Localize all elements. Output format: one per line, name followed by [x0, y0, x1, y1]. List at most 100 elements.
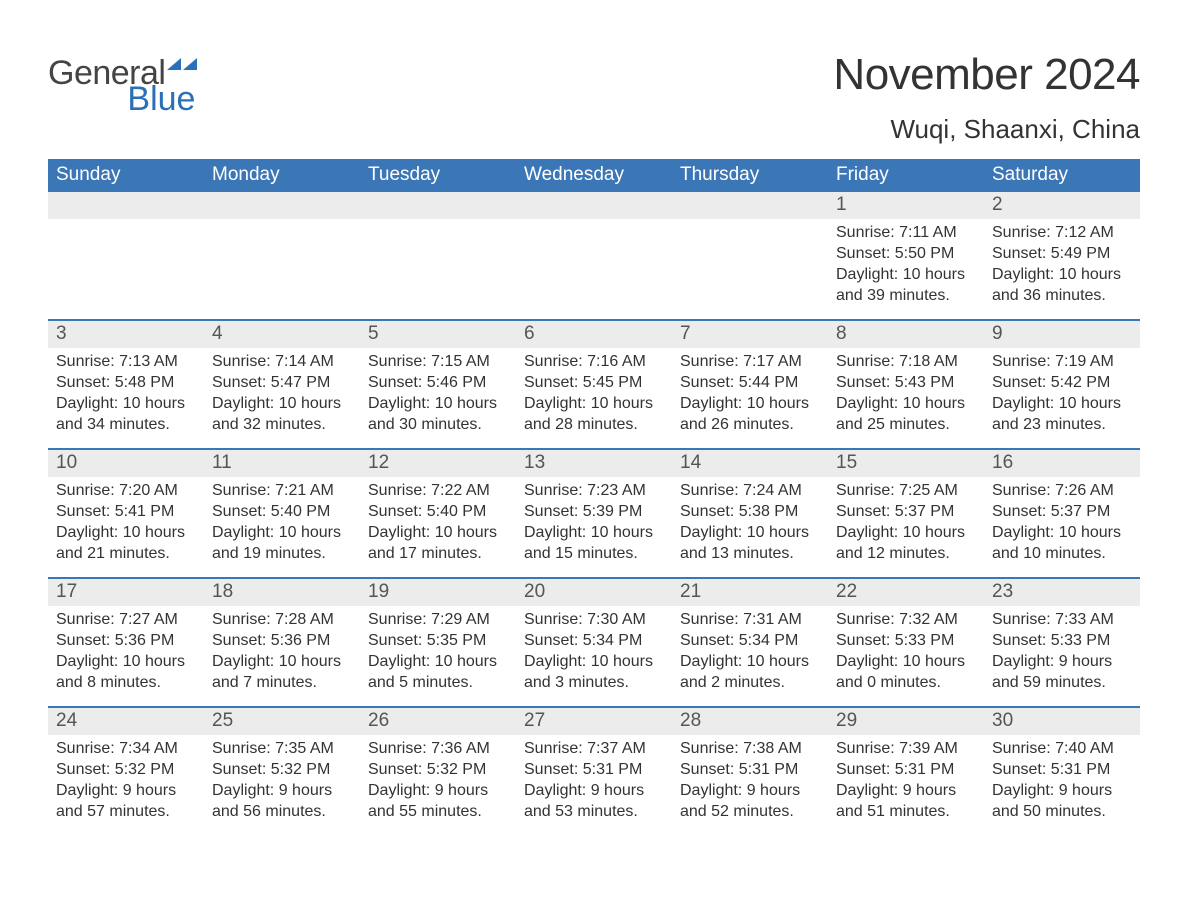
daylight-label: Daylight: — [836, 782, 898, 799]
day-number-strip: 17181920212223 — [48, 579, 1140, 606]
daylight-label: Daylight: — [368, 524, 430, 541]
sunset-label: Sunset: — [836, 245, 890, 262]
daylight-label: Daylight: — [56, 653, 118, 670]
day-number-strip: 3456789 — [48, 321, 1140, 348]
day-number: 15 — [828, 450, 984, 477]
sunset-line: Sunset: 5:42 PM — [992, 372, 1132, 393]
calendar-page: General Blue November 2024 Wuqi, Shaanxi… — [0, 0, 1188, 875]
daylight-line: Daylight: 9 hours and 56 minutes. — [212, 780, 352, 822]
day-number: 2 — [984, 192, 1140, 219]
day-cell: Sunrise: 7:24 AMSunset: 5:38 PMDaylight:… — [672, 477, 828, 577]
sunrise-label: Sunrise: — [992, 611, 1051, 628]
sunrise-value: 7:31 AM — [743, 611, 802, 628]
day-number: 8 — [828, 321, 984, 348]
sunrise-value: 7:40 AM — [1055, 740, 1114, 757]
sunrise-line: Sunrise: 7:21 AM — [212, 480, 352, 501]
daylight-line: Daylight: 10 hours and 21 minutes. — [56, 522, 196, 564]
sunrise-line: Sunrise: 7:22 AM — [368, 480, 508, 501]
day-cell: Sunrise: 7:22 AMSunset: 5:40 PMDaylight:… — [360, 477, 516, 577]
sunrise-line: Sunrise: 7:19 AM — [992, 351, 1132, 372]
sunrise-value: 7:24 AM — [743, 482, 802, 499]
sunset-label: Sunset: — [56, 503, 110, 520]
daylight-line: Daylight: 9 hours and 57 minutes. — [56, 780, 196, 822]
sunrise-line: Sunrise: 7:18 AM — [836, 351, 976, 372]
sunset-label: Sunset: — [524, 503, 578, 520]
daylight-line: Daylight: 10 hours and 32 minutes. — [212, 393, 352, 435]
daylight-label: Daylight: — [992, 266, 1054, 283]
sunrise-value: 7:16 AM — [587, 353, 646, 370]
weekday-header: Tuesday — [360, 159, 516, 192]
sunrise-value: 7:22 AM — [431, 482, 490, 499]
day-cell: Sunrise: 7:16 AMSunset: 5:45 PMDaylight:… — [516, 348, 672, 448]
sunset-line: Sunset: 5:32 PM — [212, 759, 352, 780]
day-number — [516, 192, 672, 219]
day-cell: Sunrise: 7:25 AMSunset: 5:37 PMDaylight:… — [828, 477, 984, 577]
sunset-label: Sunset: — [368, 761, 422, 778]
daylight-line: Daylight: 9 hours and 55 minutes. — [368, 780, 508, 822]
sunrise-line: Sunrise: 7:35 AM — [212, 738, 352, 759]
day-number: 24 — [48, 708, 204, 735]
daylight-line: Daylight: 10 hours and 34 minutes. — [56, 393, 196, 435]
day-cell: Sunrise: 7:15 AMSunset: 5:46 PMDaylight:… — [360, 348, 516, 448]
daylight-line: Daylight: 10 hours and 13 minutes. — [680, 522, 820, 564]
daylight-line: Daylight: 10 hours and 0 minutes. — [836, 651, 976, 693]
sunrise-label: Sunrise: — [524, 611, 583, 628]
sunset-line: Sunset: 5:34 PM — [680, 630, 820, 651]
day-number: 6 — [516, 321, 672, 348]
weekday-header: Wednesday — [516, 159, 672, 192]
daylight-label: Daylight: — [524, 782, 586, 799]
daylight-label: Daylight: — [836, 266, 898, 283]
sunset-line: Sunset: 5:49 PM — [992, 243, 1132, 264]
daylight-line: Daylight: 10 hours and 30 minutes. — [368, 393, 508, 435]
sunset-label: Sunset: — [212, 761, 266, 778]
sunset-value: 5:41 PM — [115, 503, 175, 520]
sunset-line: Sunset: 5:32 PM — [368, 759, 508, 780]
sunset-value: 5:40 PM — [427, 503, 487, 520]
sunset-value: 5:31 PM — [739, 761, 799, 778]
sunrise-value: 7:36 AM — [431, 740, 490, 757]
sunset-label: Sunset: — [992, 761, 1046, 778]
sunset-line: Sunset: 5:31 PM — [680, 759, 820, 780]
sunrise-line: Sunrise: 7:30 AM — [524, 609, 664, 630]
day-cell: Sunrise: 7:12 AMSunset: 5:49 PMDaylight:… — [984, 219, 1140, 319]
sunset-line: Sunset: 5:31 PM — [836, 759, 976, 780]
sunrise-label: Sunrise: — [368, 740, 427, 757]
sunrise-line: Sunrise: 7:16 AM — [524, 351, 664, 372]
sunset-label: Sunset: — [836, 761, 890, 778]
sunrise-line: Sunrise: 7:25 AM — [836, 480, 976, 501]
sunrise-line: Sunrise: 7:37 AM — [524, 738, 664, 759]
sunset-value: 5:49 PM — [1051, 245, 1111, 262]
sunset-line: Sunset: 5:44 PM — [680, 372, 820, 393]
day-number — [672, 192, 828, 219]
week-row: 24252627282930Sunrise: 7:34 AMSunset: 5:… — [48, 706, 1140, 835]
sunset-line: Sunset: 5:46 PM — [368, 372, 508, 393]
sunset-line: Sunset: 5:35 PM — [368, 630, 508, 651]
sunrise-line: Sunrise: 7:40 AM — [992, 738, 1132, 759]
daylight-label: Daylight: — [680, 524, 742, 541]
sunset-label: Sunset: — [56, 761, 110, 778]
daylight-label: Daylight: — [992, 782, 1054, 799]
sunrise-value: 7:38 AM — [743, 740, 802, 757]
sunrise-label: Sunrise: — [836, 740, 895, 757]
day-cell: Sunrise: 7:21 AMSunset: 5:40 PMDaylight:… — [204, 477, 360, 577]
day-cell: Sunrise: 7:14 AMSunset: 5:47 PMDaylight:… — [204, 348, 360, 448]
sunset-line: Sunset: 5:32 PM — [56, 759, 196, 780]
day-number: 21 — [672, 579, 828, 606]
sunset-value: 5:33 PM — [1051, 632, 1111, 649]
sunrise-value: 7:37 AM — [587, 740, 646, 757]
day-number — [204, 192, 360, 219]
day-cell: Sunrise: 7:40 AMSunset: 5:31 PMDaylight:… — [984, 735, 1140, 835]
sunrise-value: 7:25 AM — [899, 482, 958, 499]
sunset-value: 5:37 PM — [1051, 503, 1111, 520]
sunrise-value: 7:19 AM — [1055, 353, 1114, 370]
title-block: November 2024 Wuqi, Shaanxi, China — [833, 50, 1140, 145]
daylight-label: Daylight: — [836, 524, 898, 541]
sunrise-line: Sunrise: 7:12 AM — [992, 222, 1132, 243]
day-number: 16 — [984, 450, 1140, 477]
sunset-line: Sunset: 5:48 PM — [56, 372, 196, 393]
sunset-label: Sunset: — [368, 374, 422, 391]
daylight-label: Daylight: — [992, 395, 1054, 412]
sunset-label: Sunset: — [992, 245, 1046, 262]
sunset-label: Sunset: — [992, 503, 1046, 520]
sunset-label: Sunset: — [680, 761, 734, 778]
